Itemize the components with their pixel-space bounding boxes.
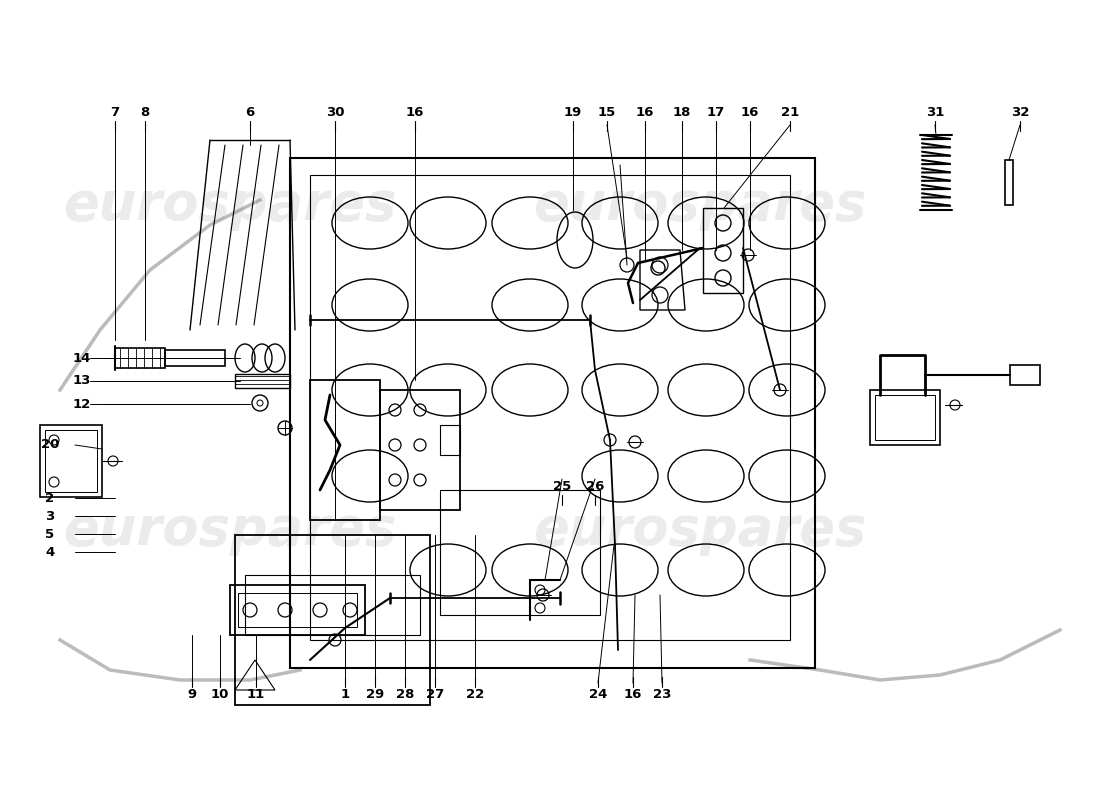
Bar (874, 395, 935, 440)
Text: 5: 5 (45, 527, 55, 541)
Text: 13: 13 (73, 374, 91, 387)
Bar (245, 575, 420, 635)
Text: 16: 16 (406, 106, 425, 119)
Text: 4: 4 (45, 546, 55, 558)
Text: 25: 25 (553, 481, 571, 494)
Text: eurospares: eurospares (534, 504, 867, 556)
Text: 28: 28 (396, 689, 415, 702)
Text: eurospares: eurospares (64, 504, 397, 556)
Bar (379, 390, 460, 510)
Bar (165, 350, 226, 366)
Bar (1005, 160, 1013, 205)
Text: 1: 1 (340, 689, 350, 702)
Text: 24: 24 (588, 689, 607, 702)
Text: 12: 12 (73, 398, 91, 410)
Bar (230, 585, 365, 635)
Text: 16: 16 (624, 689, 642, 702)
Text: 21: 21 (781, 106, 799, 119)
Text: 27: 27 (426, 689, 444, 702)
Text: 15: 15 (598, 106, 616, 119)
Text: 8: 8 (141, 106, 150, 119)
Text: eurospares: eurospares (64, 179, 397, 231)
Text: 18: 18 (673, 106, 691, 119)
Bar (235, 374, 290, 388)
Text: 14: 14 (73, 351, 91, 365)
Text: 10: 10 (211, 689, 229, 702)
Bar (310, 175, 790, 640)
Text: 31: 31 (926, 106, 944, 119)
Text: 30: 30 (326, 106, 344, 119)
Bar (116, 348, 165, 368)
Bar (440, 490, 600, 615)
Bar (870, 390, 940, 445)
Text: 3: 3 (45, 510, 55, 522)
Bar (440, 425, 460, 455)
Text: 29: 29 (366, 689, 384, 702)
Text: 32: 32 (1011, 106, 1030, 119)
Text: 23: 23 (652, 689, 671, 702)
Text: eurospares: eurospares (534, 179, 867, 231)
Text: 16: 16 (740, 106, 759, 119)
Text: 20: 20 (41, 438, 59, 451)
Text: 22: 22 (466, 689, 484, 702)
Text: 11: 11 (246, 689, 265, 702)
Bar (238, 593, 358, 627)
Bar (40, 425, 102, 497)
Text: 19: 19 (564, 106, 582, 119)
Text: 7: 7 (110, 106, 120, 119)
Bar (310, 380, 380, 520)
Bar (235, 535, 430, 705)
Text: 9: 9 (187, 689, 197, 702)
Text: 17: 17 (707, 106, 725, 119)
Text: 2: 2 (45, 491, 55, 505)
Bar (1010, 365, 1040, 385)
Bar (45, 430, 97, 492)
Text: 16: 16 (636, 106, 654, 119)
Text: 6: 6 (245, 106, 254, 119)
Text: 26: 26 (586, 481, 604, 494)
